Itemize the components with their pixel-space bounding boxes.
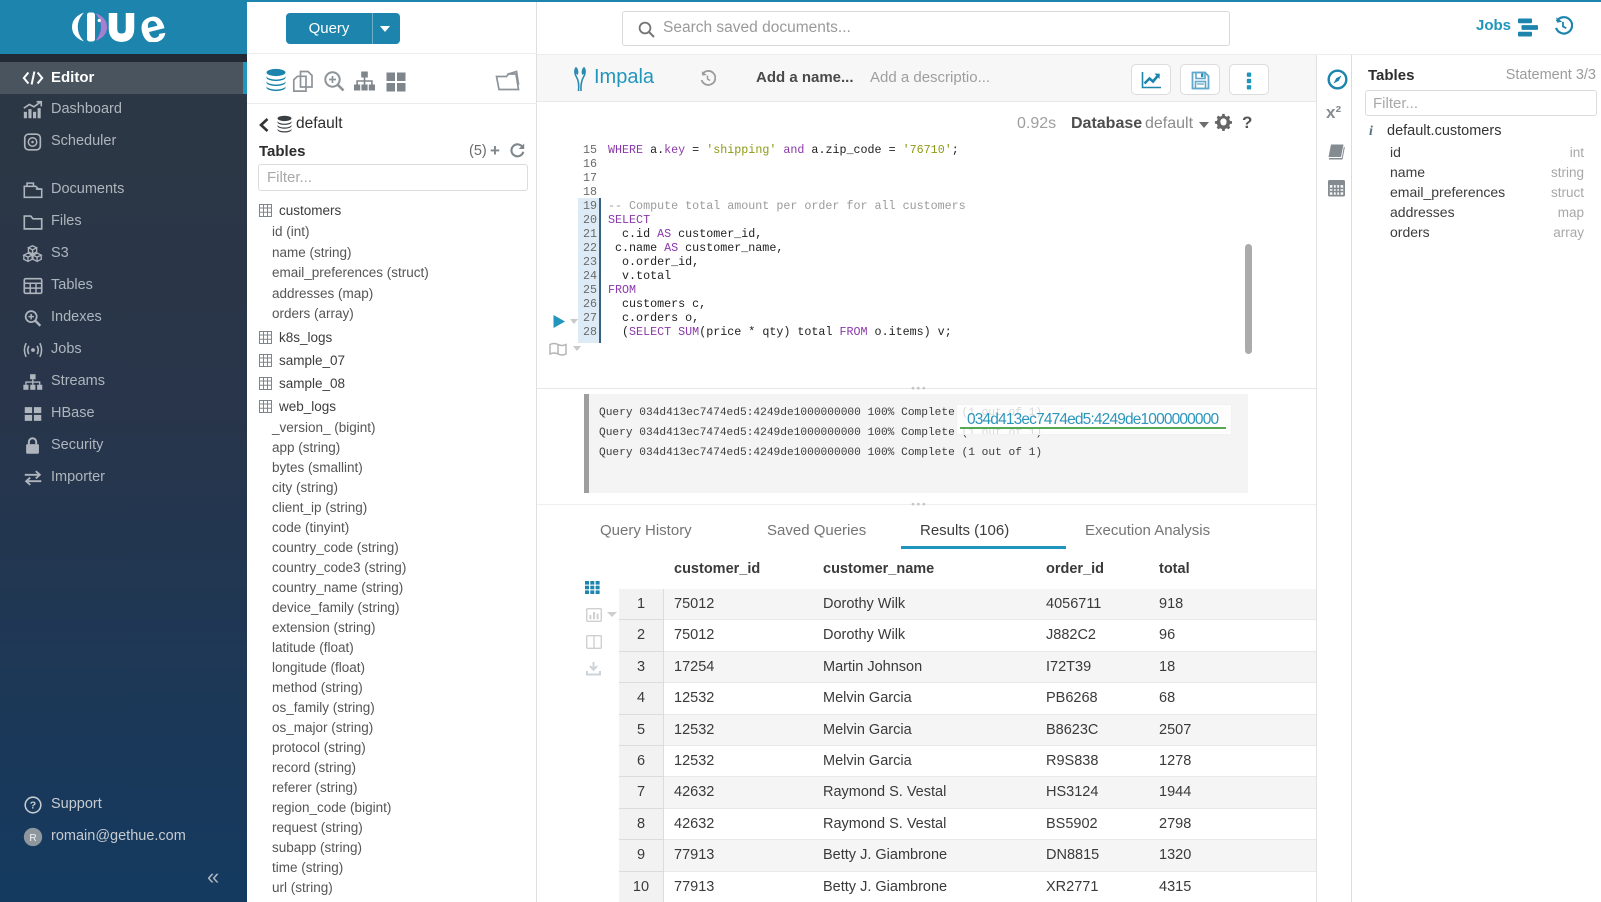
svg-text:R: R bbox=[29, 833, 36, 844]
svg-text:?: ? bbox=[30, 800, 36, 812]
svg-text:e: e bbox=[133, 12, 171, 42]
